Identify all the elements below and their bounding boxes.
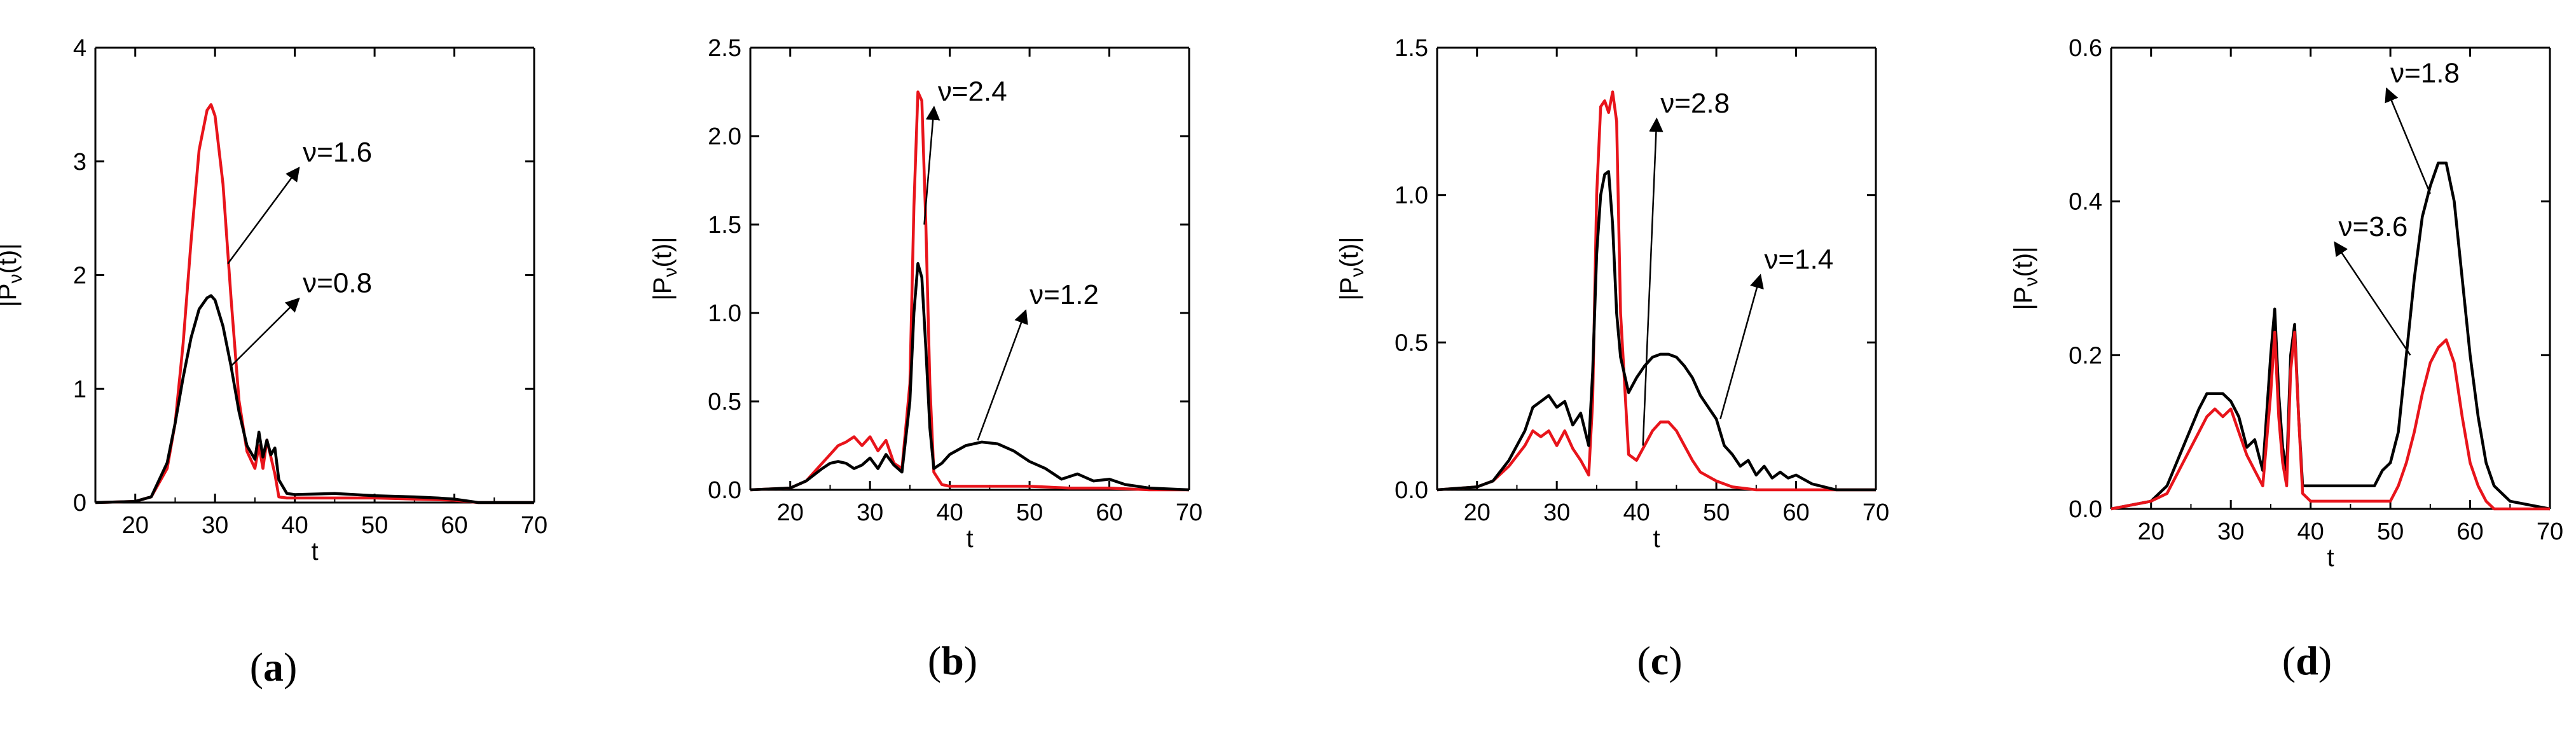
panel-c: 20 30 40 50 60 70 0.0 0.5 1.0 1.5 t |Pν(t)| ν=2.8 ν=1…	[1335, 35, 1889, 683]
annotation-arrow	[2334, 241, 2411, 356]
y-axis-label: |Pν(t)|	[0, 243, 26, 307]
x-axis-label: t	[2327, 544, 2334, 572]
y-tick-label: 1	[73, 376, 86, 403]
x-tick-label: 50	[1703, 499, 1730, 526]
series-line-1-4	[1436, 170, 1876, 492]
series-line-3-6	[2111, 330, 2550, 511]
annotation-label: ν=1.6	[303, 137, 372, 168]
annotation-arrow	[977, 309, 1028, 441]
series-line-0-8	[95, 294, 534, 504]
x-tick-label: 20	[122, 512, 149, 539]
x-tick-label: 50	[1016, 499, 1043, 526]
x-tick-label: 30	[857, 499, 883, 526]
y-tick-label: 1.5	[1395, 35, 1428, 62]
annotation-arrow	[230, 297, 300, 367]
series-line-2-4	[750, 90, 1189, 492]
y-axis-label: |Pν(t)|	[649, 237, 681, 300]
panel-label: (c)	[1637, 638, 1682, 683]
x-axis-label: t	[1653, 525, 1660, 553]
x-tick-label: 70	[2537, 518, 2563, 545]
x-tick-label: 50	[2377, 518, 2404, 545]
annotation-label: ν=1.2	[1030, 279, 1099, 310]
x-tick-label: 20	[777, 499, 804, 526]
annotation-arrow	[227, 166, 300, 265]
y-tick-label: 0.5	[708, 389, 741, 415]
panel-label: (d)	[2282, 638, 2332, 683]
y-axis-label: |Pν(t)|	[1335, 237, 1368, 300]
y-tick-label: 2.0	[708, 123, 741, 150]
x-tick-label: 70	[521, 512, 548, 539]
y-tick-label: 1.0	[708, 300, 741, 327]
y-tick-label: 3	[73, 149, 86, 176]
x-axis-label: t	[966, 525, 973, 553]
annotation-arrow	[1719, 274, 1764, 420]
x-tick-label: 30	[1543, 499, 1570, 526]
x-tick-label: 20	[2138, 518, 2165, 545]
x-tick-label: 40	[281, 512, 308, 539]
annotation-arrow	[2385, 87, 2431, 195]
y-tick-label: 0.0	[2069, 496, 2102, 523]
x-tick-label: 40	[1623, 499, 1650, 526]
y-tick-label: 0.0	[708, 477, 741, 504]
panel-label: (b)	[928, 638, 977, 683]
annotation-arrow	[1642, 117, 1663, 446]
x-tick-label: 40	[2297, 518, 2324, 545]
panels-root: 20 30 40 50 60 7001234t|Pν(t)|ν=1.6ν=0.8(a)20…	[0, 35, 2563, 690]
annotation-label: ν=2.8	[1660, 88, 1730, 119]
y-tick-label: 0.6	[2069, 35, 2102, 62]
y-tick-label: 0.0	[1395, 477, 1428, 504]
y-axis-label: |Pν(t)|	[2009, 246, 2042, 310]
x-tick-label: 30	[2217, 518, 2244, 545]
panel-label: (a)	[250, 644, 298, 690]
annotation-label: ν=2.4	[938, 76, 1007, 107]
y-tick-label: 2.5	[708, 35, 741, 62]
annotation-label: ν=0.8	[303, 267, 372, 298]
y-tick-label: 4	[73, 35, 86, 62]
series-line-2-8	[1436, 90, 1876, 492]
y-tick-label: 0.2	[2069, 342, 2102, 369]
x-tick-label: 60	[2456, 518, 2483, 545]
x-tick-label: 50	[361, 512, 388, 539]
x-tick-label: 40	[936, 499, 963, 526]
series-line-1-6	[95, 103, 534, 504]
x-tick-label: 20	[1464, 499, 1491, 526]
annotation-arrow	[923, 106, 940, 225]
x-tick-label: 60	[441, 512, 467, 539]
x-tick-label: 60	[1782, 499, 1809, 526]
series-line-1-2	[750, 261, 1190, 492]
x-tick-label: 70	[1863, 499, 1889, 526]
y-tick-label: 0.5	[1395, 330, 1428, 356]
y-tick-label: 0	[73, 490, 86, 517]
series-line-1-8	[2111, 162, 2551, 511]
panel-d: 20 30 40 50 60 70 0.0 0.2 0.4 0.6 t |Pν(t)| ν=1.8 ν=3…	[2009, 35, 2563, 683]
y-tick-label: 1.0	[1395, 183, 1428, 209]
panel-a: 20 30 40 50 60 70 0 1 2 3 4 t |Pν(t)| ν=1.6 ν=0.8 (a)	[0, 35, 548, 690]
x-axis-label: t	[311, 538, 318, 566]
x-tick-label: 70	[1176, 499, 1202, 526]
annotation-label: ν=1.4	[1764, 244, 1833, 275]
x-tick-label: 30	[202, 512, 228, 539]
y-tick-label: 2	[73, 263, 86, 289]
panel-b: 20 30 40 50 60 70 0.0 0.5 1.0 1.5 2.0 2.5 t |Pν(t)| ν=…	[649, 35, 1202, 683]
y-tick-label: 1.5	[708, 212, 741, 239]
annotation-label: ν=3.6	[2339, 211, 2408, 242]
x-tick-label: 60	[1096, 499, 1122, 526]
y-tick-label: 0.4	[2069, 189, 2102, 216]
annotation-label: ν=1.8	[2390, 57, 2460, 88]
